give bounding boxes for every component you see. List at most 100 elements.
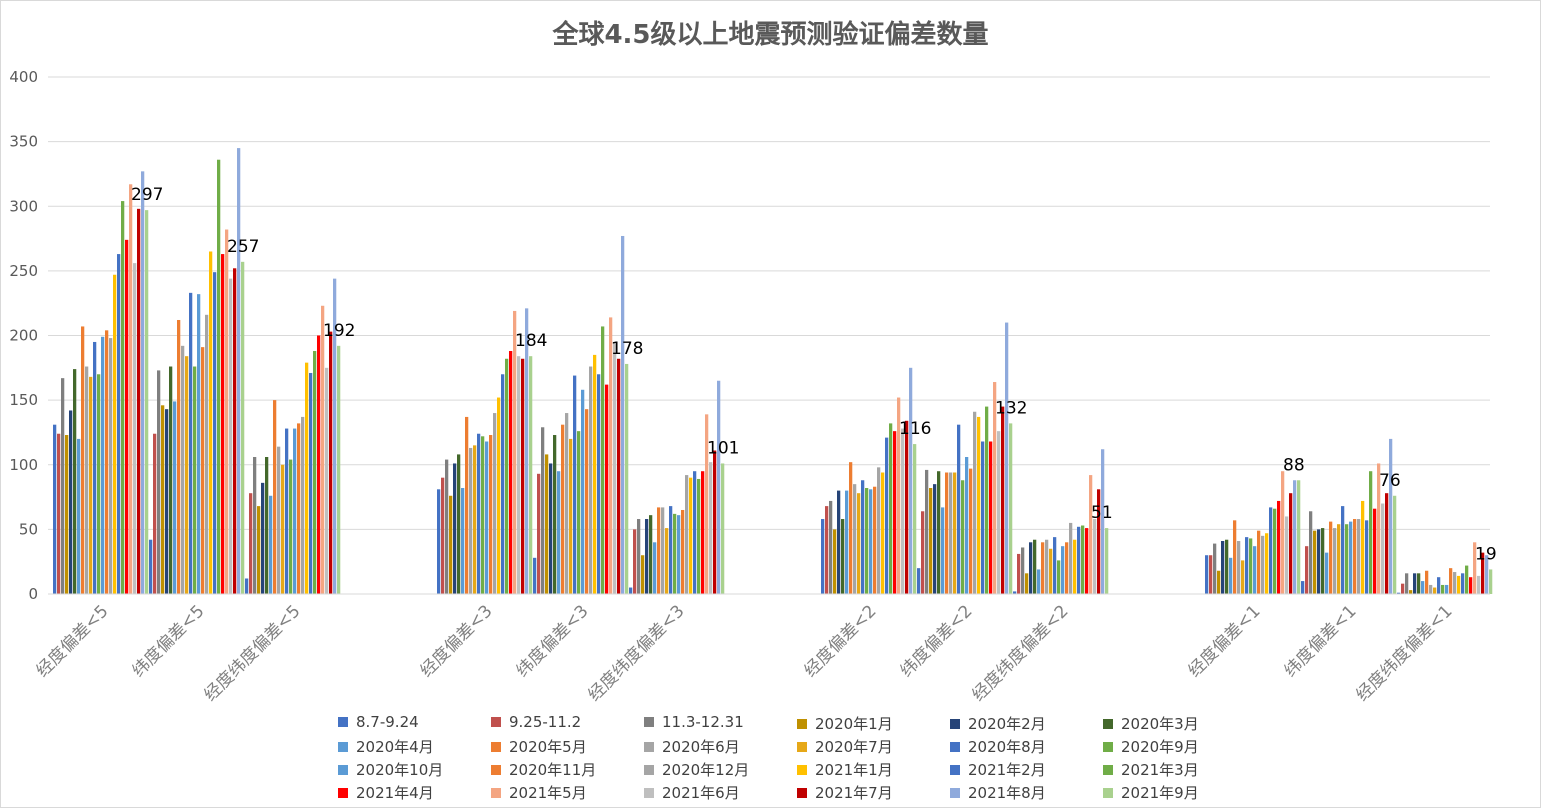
legend-swatch [950,764,960,775]
legend-label: 2020年5月 [509,738,587,756]
bar [57,433,61,594]
bar [565,413,569,594]
bar [529,356,533,594]
bar [993,382,997,594]
bar [833,529,837,595]
bar [841,519,845,594]
bar [305,362,309,594]
bar [1413,573,1417,594]
bar [985,406,989,594]
bar [1405,573,1409,594]
legend-item: 2021年6月 [644,782,740,803]
bar [621,235,625,595]
y-tick-label: 150 [9,391,38,409]
bar [1369,471,1373,594]
legend-label: 8.7-9.24 [356,713,419,731]
bar [1425,570,1429,594]
bar [593,354,597,594]
bar [1445,584,1449,594]
bar [609,317,613,594]
bar [169,366,173,594]
bar [229,278,233,594]
x-tick-label: 经度偏差<5 [33,601,113,681]
bar [197,294,201,594]
bar [325,367,329,594]
bar [81,326,85,594]
bar [293,428,297,594]
bar [1297,480,1301,594]
bar [1337,524,1341,594]
bar [1441,584,1445,594]
bar [101,336,105,594]
bar [685,475,689,594]
legend-label: 2020年8月 [968,738,1046,756]
bar [1481,552,1485,594]
legend-swatch [338,764,348,775]
bar [541,427,545,594]
bar [561,424,565,594]
bar [437,489,441,594]
bar [321,305,325,594]
legend-swatch [797,787,807,798]
bar [865,488,869,594]
data-label: 178 [611,339,643,359]
bar [333,278,337,594]
bar [1433,587,1437,594]
bar [285,428,289,594]
bar [665,528,669,594]
data-label: 257 [227,237,259,257]
bar [1041,542,1045,594]
bar [937,471,941,594]
legend-label: 2020年1月 [815,715,893,733]
bar [945,472,949,594]
bar [537,473,541,594]
bar [1293,480,1297,594]
bar [1469,577,1473,594]
bar [673,513,677,594]
bar [1301,581,1305,594]
bar [181,345,185,594]
bar [521,358,525,594]
bar [241,261,245,594]
bar [709,462,713,594]
legend-swatch [491,741,501,752]
bar [1465,565,1469,594]
bar [681,509,685,594]
bar [637,519,641,594]
legend-swatch [644,764,654,775]
legend-label: 2020年9月 [1121,738,1199,756]
bar [873,486,877,594]
bar [217,159,221,594]
legend-item: 2021年7月 [797,782,893,803]
legend-label: 11.3-12.31 [662,713,744,731]
bar [1305,546,1309,594]
bar [533,557,537,594]
bar [901,428,905,594]
bar [641,555,645,594]
bar [1237,541,1241,594]
bar [525,308,529,594]
bar [237,148,241,594]
legend-item: 2021年4月 [338,782,434,803]
bar [861,480,865,594]
bar [825,506,829,594]
bar [201,347,205,594]
bar [1437,577,1441,594]
bar [329,331,333,594]
legend-item: 2021年9月 [1103,782,1199,803]
bar [85,366,89,594]
y-tick-label: 300 [9,197,38,215]
legend-label: 2020年6月 [662,738,740,756]
bar [589,366,593,594]
bar [573,375,577,594]
bar [1309,511,1313,594]
bar [493,413,497,594]
bar [1249,538,1253,594]
bar [849,462,853,594]
bar [109,338,113,594]
bar [1001,406,1005,594]
legend-label: 2020年12月 [662,761,750,779]
bar [1485,555,1489,594]
bar [469,447,473,594]
bar [121,201,125,594]
